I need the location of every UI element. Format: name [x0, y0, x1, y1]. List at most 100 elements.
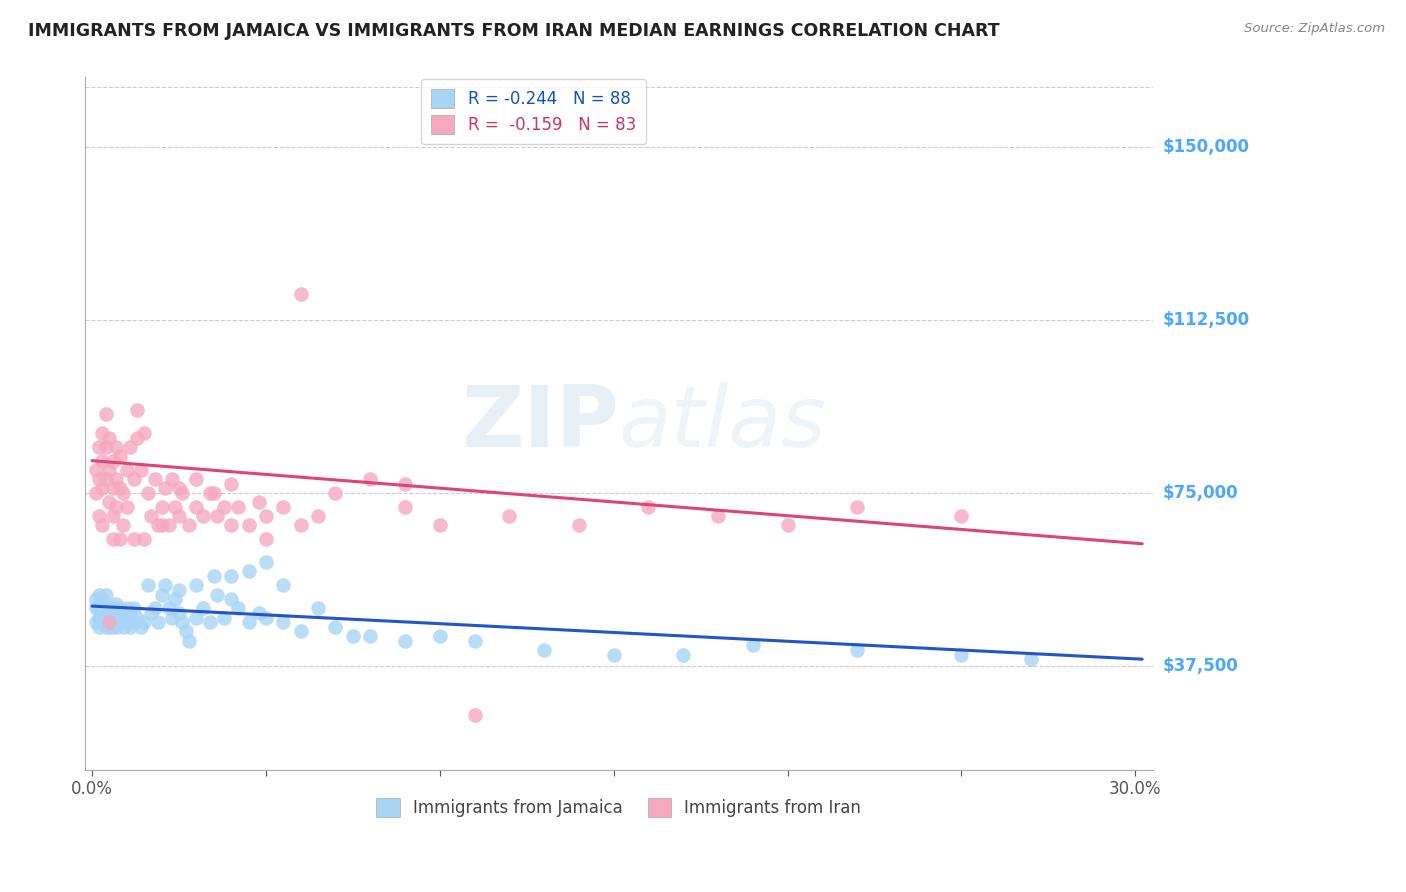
Point [307, 509, 329, 524]
Text: $150,000: $150,000 [1163, 137, 1250, 156]
Point [167, 582, 190, 597]
Point [325, 620, 347, 634]
Point [120, 606, 142, 620]
Point [290, 518, 312, 533]
Point [637, 500, 659, 514]
Point [157, 518, 180, 533]
Point [134, 532, 156, 546]
Point [105, 606, 128, 620]
Point [205, 509, 228, 524]
Point [186, 500, 208, 514]
Point [112, 620, 135, 634]
Point [200, 615, 222, 630]
Point [205, 588, 228, 602]
Text: $37,500: $37,500 [1163, 657, 1239, 675]
Point [271, 615, 294, 630]
Point [91, 481, 114, 495]
Point [174, 624, 197, 639]
Point [84, 486, 107, 500]
Point [101, 509, 124, 524]
Point [193, 601, 215, 615]
Point [193, 509, 215, 524]
Text: $75,000: $75,000 [1163, 484, 1239, 502]
Point [94, 472, 117, 486]
Point [94, 408, 117, 422]
Point [108, 610, 131, 624]
Point [157, 601, 180, 615]
Point [105, 440, 128, 454]
Point [226, 601, 249, 615]
Point [290, 624, 312, 639]
Point [146, 615, 169, 630]
Point [186, 578, 208, 592]
Point [134, 615, 156, 630]
Point [254, 610, 277, 624]
Point [122, 532, 145, 546]
Point [707, 509, 730, 524]
Legend: Immigrants from Jamaica, Immigrants from Iran: Immigrants from Jamaica, Immigrants from… [370, 791, 868, 824]
Point [94, 620, 117, 634]
Point [91, 615, 114, 630]
Point [87, 601, 110, 615]
Point [115, 610, 138, 624]
Point [134, 425, 156, 440]
Point [105, 620, 128, 634]
Point [143, 472, 166, 486]
Point [776, 518, 799, 533]
Point [122, 601, 145, 615]
Point [307, 601, 329, 615]
Point [672, 648, 695, 662]
Point [91, 597, 114, 611]
Point [846, 643, 869, 657]
Point [112, 486, 135, 500]
Point [127, 610, 149, 624]
Point [741, 638, 763, 652]
Point [101, 610, 124, 624]
Point [429, 518, 451, 533]
Point [129, 620, 152, 634]
Point [238, 518, 260, 533]
Point [150, 588, 173, 602]
Point [94, 601, 117, 615]
Point [212, 610, 235, 624]
Point [464, 633, 486, 648]
Point [112, 518, 135, 533]
Point [950, 648, 973, 662]
Point [127, 402, 149, 417]
Point [98, 615, 121, 630]
Point [105, 472, 128, 486]
Point [167, 481, 190, 495]
Point [94, 588, 117, 602]
Point [254, 509, 277, 524]
Point [129, 463, 152, 477]
Point [101, 615, 124, 630]
Point [325, 486, 347, 500]
Point [120, 440, 142, 454]
Point [212, 500, 235, 514]
Point [247, 606, 270, 620]
Point [254, 532, 277, 546]
Point [141, 509, 163, 524]
Point [429, 629, 451, 643]
Point [98, 601, 121, 615]
Point [394, 476, 416, 491]
Point [87, 472, 110, 486]
Point [101, 601, 124, 615]
Point [94, 610, 117, 624]
Point [219, 518, 242, 533]
Point [115, 500, 138, 514]
Point [150, 500, 173, 514]
Point [101, 481, 124, 495]
Point [219, 476, 242, 491]
Point [98, 463, 121, 477]
Text: $112,500: $112,500 [1163, 310, 1250, 329]
Point [87, 440, 110, 454]
Point [98, 620, 121, 634]
Point [146, 518, 169, 533]
Point [91, 518, 114, 533]
Point [186, 472, 208, 486]
Point [342, 629, 364, 643]
Point [98, 606, 121, 620]
Point [108, 532, 131, 546]
Point [84, 463, 107, 477]
